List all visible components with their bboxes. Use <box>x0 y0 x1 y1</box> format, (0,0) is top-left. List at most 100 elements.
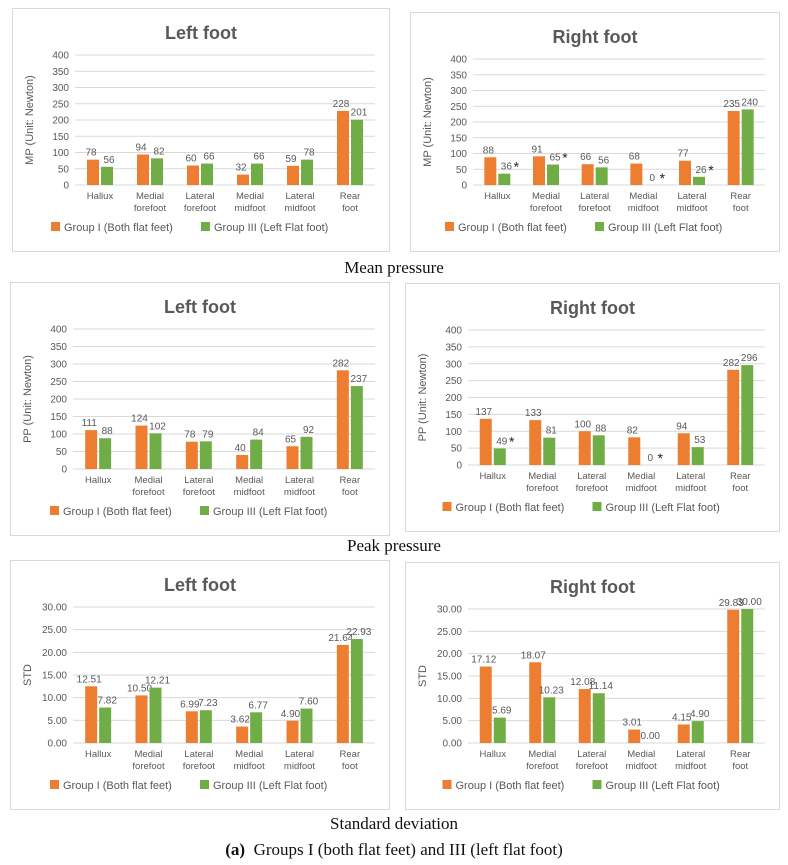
bar-group-3 <box>543 697 556 743</box>
y-axis-label: MP (Unit: Newton) <box>24 75 36 165</box>
bar-group-1 <box>727 369 740 465</box>
data-label: 88 <box>595 423 607 434</box>
bar-group-1 <box>85 430 98 469</box>
bar-group-1 <box>479 418 492 465</box>
legend-swatch-group-3 <box>592 780 602 789</box>
data-label: 296 <box>741 353 758 364</box>
x-tick-label: midfoot <box>234 487 266 498</box>
y-tick-label: 350 <box>450 70 467 81</box>
data-label: 7.23 <box>198 698 218 709</box>
bar-group-3 <box>250 712 263 743</box>
bar-group-3 <box>595 167 608 185</box>
y-tick-label: 25.00 <box>437 627 462 638</box>
significance-marker: * <box>509 433 515 449</box>
bar-group-1 <box>87 159 99 185</box>
x-tick-label: foot <box>733 203 749 214</box>
legend-swatch-group-3 <box>200 506 209 515</box>
y-tick-label: 150 <box>445 410 462 421</box>
data-label: 77 <box>677 149 689 160</box>
data-label: 4.90 <box>281 709 301 720</box>
y-tick-label: 350 <box>52 67 69 78</box>
bar-group-1 <box>484 157 497 185</box>
y-tick-label: 100 <box>52 148 69 159</box>
chart-svg: Left foot STD 0.00 5.00 10.00 15.00 20.00 25.00… <box>22 575 375 792</box>
bar-group-3 <box>693 176 705 185</box>
bar-group-3 <box>201 163 213 185</box>
figure-caption: (a) Groups I (both flat feet) and III (l… <box>0 840 788 860</box>
y-tick-label: 100 <box>50 430 67 441</box>
data-label: 88 <box>102 426 114 437</box>
data-label: 137 <box>475 407 492 418</box>
x-tick-label: Hallux <box>480 749 507 760</box>
data-label: 91 <box>531 144 543 155</box>
chart-std-left: Left foot STD 0.00 5.00 10.00 15.00 20.00 25.00… <box>10 560 390 810</box>
bar-group-3 <box>300 708 313 743</box>
y-tick-label: 350 <box>50 342 67 353</box>
bar-group-1 <box>479 666 492 743</box>
y-tick-label: 0 <box>61 465 67 476</box>
y-tick-label: 0 <box>456 461 462 472</box>
bar-group-3 <box>250 439 263 469</box>
legend-label: Group III (Left Flat foot) <box>608 222 722 234</box>
y-tick-label: 15.00 <box>437 672 462 683</box>
legend-label: Group III (Left Flat foot) <box>214 222 328 234</box>
bar-group-1 <box>679 160 691 185</box>
y-tick-label: 100 <box>445 427 462 438</box>
legend-swatch-group-1 <box>442 780 452 789</box>
y-tick-label: 300 <box>450 86 467 97</box>
x-tick-label: Rear <box>730 191 751 202</box>
y-axis-label: PP (Unit: Newton) <box>417 354 429 442</box>
bar-group-1 <box>236 726 249 743</box>
x-tick-label: Medial <box>136 191 164 202</box>
x-tick-label: Lateral <box>676 749 705 760</box>
y-tick-label: 0.00 <box>443 739 463 750</box>
data-label: 94 <box>676 421 688 432</box>
legend-swatch-group-3 <box>201 222 210 231</box>
y-tick-label: 0 <box>63 181 69 192</box>
data-label: 0 <box>650 173 656 184</box>
bar-group-3 <box>741 365 754 465</box>
x-tick-label: midfoot <box>626 483 658 494</box>
x-tick-label: Medial <box>528 749 556 760</box>
x-tick-label: forefoot <box>183 761 216 772</box>
data-label: 66 <box>580 152 592 163</box>
y-tick-label: 15.00 <box>42 671 67 682</box>
x-tick-label: forefoot <box>183 487 216 498</box>
data-label: 7.82 <box>97 696 117 707</box>
bar-group-1 <box>135 425 148 469</box>
bar-group-3 <box>543 437 556 465</box>
x-tick-label: Medial <box>528 471 556 482</box>
data-label: 29.83 <box>719 598 744 609</box>
x-tick-label: Medial <box>236 191 264 202</box>
x-tick-label: forefoot <box>184 203 217 214</box>
bar-group-3 <box>99 707 112 743</box>
data-label: 102 <box>149 421 166 432</box>
x-tick-label: forefoot <box>526 483 559 494</box>
x-tick-label: forefoot <box>576 761 609 772</box>
x-tick-label: Rear <box>340 475 361 486</box>
y-tick-label: 200 <box>50 395 67 406</box>
data-label: 12.08 <box>570 677 595 688</box>
y-tick-label: 300 <box>52 83 69 94</box>
data-label: 36 <box>501 162 513 173</box>
legend-swatch-group-1 <box>50 780 59 789</box>
data-label: 60 <box>185 154 197 165</box>
x-tick-label: midfoot <box>675 483 707 494</box>
x-tick-label: Medial <box>627 749 655 760</box>
bar-group-3 <box>741 109 754 185</box>
bar-group-3 <box>351 119 363 185</box>
bar-group-1 <box>236 455 249 469</box>
bar-group-3 <box>151 158 163 185</box>
x-tick-label: Hallux <box>85 475 112 486</box>
y-axis-label: PP (Unit: Newton) <box>22 355 34 443</box>
bar-group-3 <box>493 717 506 743</box>
y-tick-label: 250 <box>50 377 67 388</box>
legend-swatch-group-1 <box>50 506 59 515</box>
x-tick-label: foot <box>342 761 358 772</box>
x-tick-label: forefoot <box>132 761 165 772</box>
x-tick-label: midfoot <box>284 761 316 772</box>
data-label: 53 <box>694 435 706 446</box>
chart-std-right: Right foot STD 0.00 5.00 10.00 15.00 20.00 25.0… <box>405 562 780 810</box>
data-label: 11.14 <box>589 681 614 692</box>
y-axis-label: STD <box>417 665 429 687</box>
